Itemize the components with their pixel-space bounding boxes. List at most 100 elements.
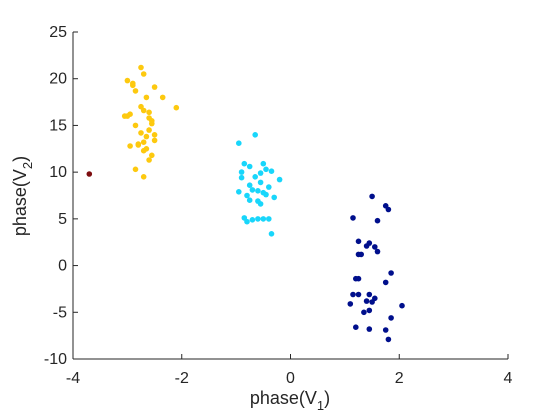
data-point — [255, 188, 261, 194]
data-point — [257, 179, 264, 186]
data-point — [385, 206, 392, 213]
data-point — [263, 166, 269, 173]
data-point — [374, 217, 381, 224]
x-tick-label: 2 — [395, 370, 404, 387]
x-tick-label: 4 — [504, 370, 513, 387]
data-points — [86, 64, 405, 343]
data-point — [355, 238, 362, 245]
y-tick-label: -10 — [44, 351, 67, 368]
data-point — [151, 132, 158, 138]
series-4-points — [86, 171, 93, 177]
data-point — [132, 166, 139, 173]
data-point — [369, 299, 375, 305]
data-point — [266, 216, 272, 222]
data-point — [132, 122, 139, 129]
data-point — [385, 336, 392, 343]
data-point — [138, 130, 144, 136]
y-tick-label: 10 — [49, 164, 67, 181]
data-point — [127, 111, 133, 117]
series-2-points — [236, 132, 283, 237]
data-point — [355, 291, 362, 298]
data-point — [159, 94, 166, 101]
data-point — [238, 169, 245, 175]
data-point — [149, 152, 155, 159]
data-point — [244, 218, 250, 225]
data-point — [246, 182, 253, 188]
data-point — [382, 327, 389, 333]
data-point — [388, 270, 394, 276]
data-point — [151, 137, 158, 144]
data-point — [361, 309, 367, 316]
y-tick-label: -5 — [53, 304, 67, 321]
y-tick-label: 5 — [58, 211, 67, 228]
data-point — [127, 143, 133, 149]
y-tick-label: 25 — [49, 24, 67, 41]
data-point — [255, 198, 261, 204]
data-point — [382, 279, 389, 286]
data-point — [276, 176, 283, 183]
y-ticks: -10 -5 0 5 10 15 20 25 — [44, 24, 78, 368]
y-axis-label-subscript: 2 — [20, 162, 35, 169]
y-axis-label-close: ) — [10, 156, 30, 162]
x-tick-label: 0 — [286, 370, 295, 387]
data-point — [143, 133, 150, 140]
data-point — [347, 301, 354, 307]
y-tick-label: 20 — [49, 71, 67, 88]
data-point — [257, 170, 264, 176]
series-3-points — [347, 193, 405, 343]
data-point — [260, 160, 267, 167]
data-point — [350, 215, 356, 221]
data-point — [121, 113, 128, 119]
data-point — [244, 192, 250, 199]
data-point — [138, 64, 144, 71]
data-point — [140, 71, 147, 77]
data-point — [255, 216, 261, 222]
data-point — [246, 197, 253, 203]
x-tick-label: -4 — [66, 370, 80, 387]
data-point — [358, 251, 365, 258]
data-point — [366, 291, 373, 298]
y-tick-label: 0 — [58, 258, 67, 275]
data-point — [353, 324, 359, 331]
data-point — [350, 291, 356, 298]
data-point — [268, 168, 275, 174]
data-point — [146, 157, 152, 163]
data-point — [246, 163, 253, 170]
data-point — [363, 298, 370, 304]
data-point — [399, 302, 405, 309]
data-point — [132, 88, 139, 94]
data-point — [252, 132, 258, 138]
data-point — [151, 84, 158, 90]
data-point — [140, 174, 147, 180]
data-point — [140, 139, 147, 145]
data-point — [238, 174, 245, 181]
x-tick-label: -2 — [175, 370, 189, 387]
data-point — [366, 307, 373, 314]
data-point — [366, 326, 373, 332]
y-axis-label-base: phase(V — [10, 169, 30, 236]
data-point — [369, 193, 375, 200]
data-point — [263, 191, 269, 198]
data-point — [124, 77, 131, 84]
data-point — [149, 120, 155, 127]
data-point — [252, 174, 258, 180]
data-point — [138, 103, 144, 110]
data-point — [249, 187, 256, 193]
data-point — [355, 275, 362, 282]
x-axis-label-base: phase(V — [250, 388, 317, 408]
data-point — [372, 244, 378, 250]
data-point — [146, 127, 152, 133]
data-point — [260, 216, 267, 222]
y-tick-label: 15 — [49, 117, 67, 134]
data-point — [271, 194, 278, 201]
data-point — [388, 315, 394, 321]
data-point — [146, 109, 152, 116]
data-point — [130, 80, 136, 87]
data-point — [374, 248, 381, 255]
data-point — [86, 171, 93, 177]
data-point — [249, 217, 256, 223]
data-point — [135, 142, 142, 148]
data-point — [173, 104, 180, 111]
series-1-points — [121, 64, 180, 180]
